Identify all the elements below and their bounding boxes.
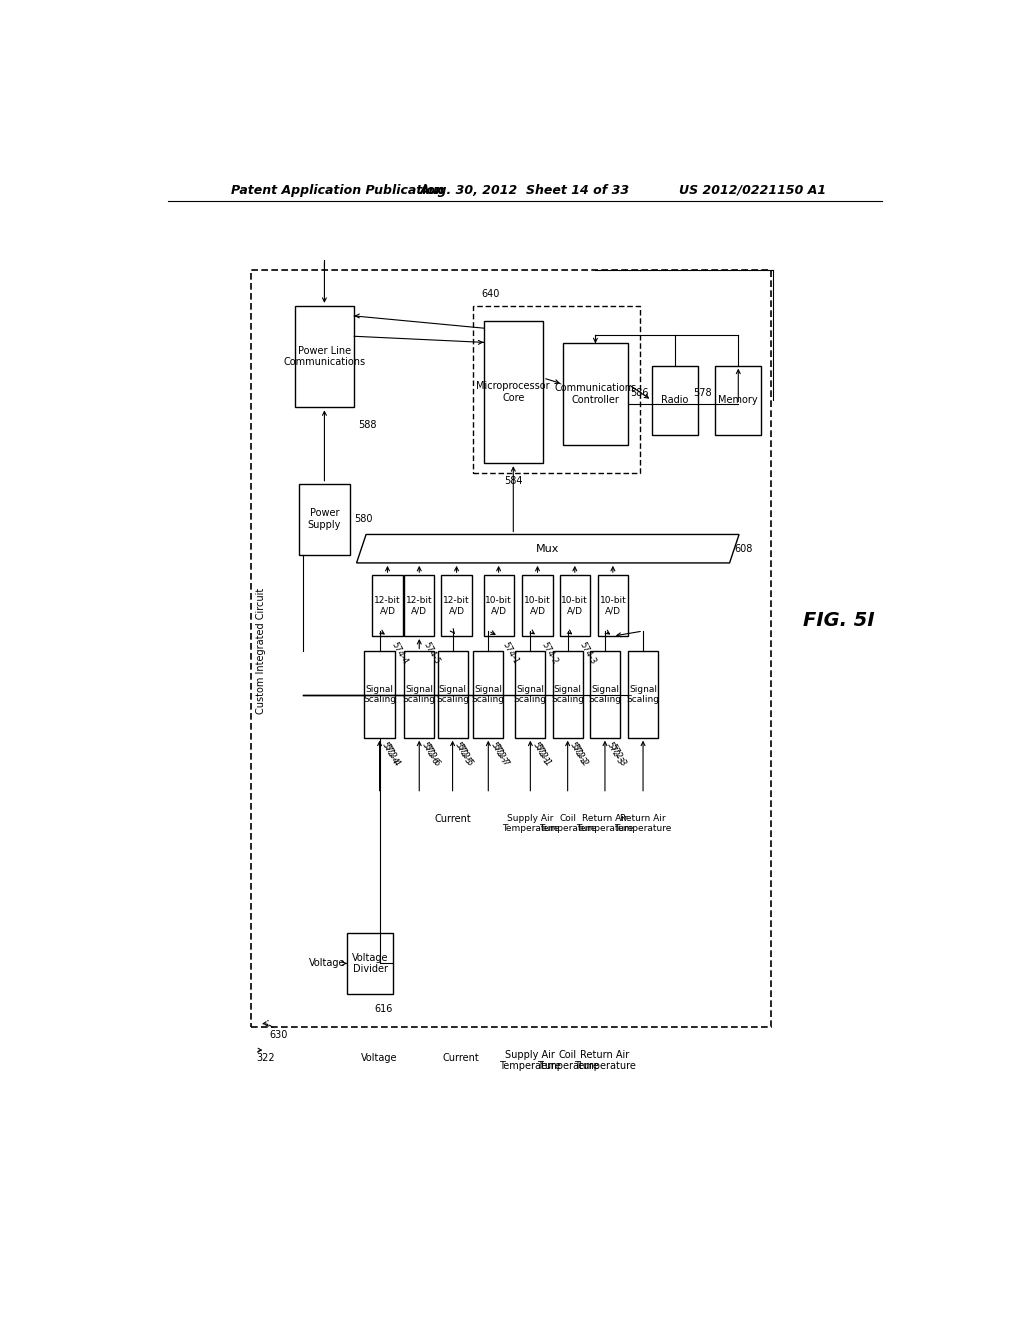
Text: 640: 640 (481, 289, 500, 298)
Text: Communications
Controller: Communications Controller (554, 383, 637, 405)
Text: 584: 584 (504, 475, 522, 486)
Text: Coil
Temperature: Coil Temperature (537, 1049, 599, 1072)
Text: 608: 608 (734, 544, 753, 553)
Text: Memory: Memory (719, 395, 758, 405)
Bar (473, 306, 640, 474)
Text: 616: 616 (374, 1005, 392, 1014)
Text: 12-bit
A/D: 12-bit A/D (406, 595, 432, 615)
Text: Radio: Radio (662, 395, 688, 405)
Text: 10-bit
A/D: 10-bit A/D (599, 595, 627, 615)
Text: 578: 578 (693, 388, 712, 399)
Text: Signal
Scaling: Signal Scaling (551, 685, 584, 705)
Text: 586: 586 (630, 388, 648, 399)
Bar (628, 651, 658, 738)
Text: 572-5: 572-5 (453, 741, 472, 766)
Text: 588: 588 (358, 420, 377, 429)
Text: Signal
Scaling: Signal Scaling (627, 685, 659, 705)
Text: 572-6: 572-6 (419, 741, 439, 767)
Text: Voltage
Divider: Voltage Divider (352, 953, 388, 974)
Text: Mux: Mux (537, 544, 559, 553)
Text: 572-5: 572-5 (455, 743, 475, 768)
Text: 12-bit
A/D: 12-bit A/D (443, 595, 470, 615)
Text: Power Line
Communications: Power Line Communications (284, 346, 366, 367)
Text: 572-4: 572-4 (382, 743, 401, 768)
Text: 572-3: 572-3 (605, 741, 625, 767)
Text: Voltage: Voltage (309, 958, 345, 969)
Text: 572-7: 572-7 (490, 743, 511, 768)
Text: 572-1: 572-1 (530, 741, 550, 766)
Text: Signal
Scaling: Signal Scaling (436, 685, 469, 705)
Text: Current: Current (434, 814, 471, 824)
Bar (483, 576, 514, 636)
Text: Signal
Scaling: Signal Scaling (472, 685, 505, 705)
Text: Return Air
Temperature: Return Air Temperature (577, 814, 634, 833)
Bar (299, 483, 350, 554)
Bar (441, 576, 472, 636)
Bar (563, 343, 628, 445)
Text: Return Air
Temperature: Return Air Temperature (574, 1049, 636, 1072)
Text: 572-2: 572-2 (567, 741, 588, 766)
Text: 12-bit
A/D: 12-bit A/D (374, 595, 400, 615)
Text: Signal
Scaling: Signal Scaling (589, 685, 622, 705)
Text: 574-1: 574-1 (501, 640, 521, 665)
Text: 572-1: 572-1 (532, 743, 553, 768)
Text: 572-3: 572-3 (607, 743, 628, 768)
Text: Return Air
Temperature: Return Air Temperature (614, 814, 672, 833)
Bar (347, 933, 393, 994)
Text: 572-2: 572-2 (570, 743, 590, 768)
Text: Custom Integrated Circuit: Custom Integrated Circuit (256, 589, 265, 714)
Text: 572-6: 572-6 (422, 743, 441, 768)
Polygon shape (356, 535, 739, 562)
Text: 572-4: 572-4 (380, 741, 399, 766)
Bar (515, 651, 546, 738)
Bar (590, 651, 620, 738)
Text: Aug. 30, 2012  Sheet 14 of 33: Aug. 30, 2012 Sheet 14 of 33 (420, 183, 630, 197)
Bar (483, 321, 543, 463)
Bar (365, 651, 394, 738)
Text: US 2012/0221150 A1: US 2012/0221150 A1 (679, 183, 826, 197)
Text: Supply Air
Temperature: Supply Air Temperature (500, 1049, 561, 1072)
Bar (553, 651, 583, 738)
Bar (473, 651, 504, 738)
Bar (522, 576, 553, 636)
Text: 572-7: 572-7 (488, 741, 508, 767)
Text: 10-bit
A/D: 10-bit A/D (561, 595, 588, 615)
Text: Coil
Temperature: Coil Temperature (539, 814, 596, 833)
Text: Current: Current (442, 1053, 479, 1063)
Bar (373, 576, 402, 636)
Bar (652, 366, 697, 434)
Bar (437, 651, 468, 738)
Text: Microprocessor
Core: Microprocessor Core (476, 381, 550, 403)
Text: Patent Application Publication: Patent Application Publication (231, 183, 444, 197)
Text: 10-bit
A/D: 10-bit A/D (485, 595, 512, 615)
Bar (715, 366, 761, 434)
Text: 630: 630 (269, 1031, 288, 1040)
Text: 574-5: 574-5 (422, 640, 441, 665)
Text: Signal
Scaling: Signal Scaling (402, 685, 436, 705)
Bar (404, 576, 434, 636)
Text: 322: 322 (257, 1053, 275, 1063)
Bar (251, 271, 771, 1027)
Bar (295, 306, 354, 408)
Text: Voltage: Voltage (361, 1053, 397, 1063)
Text: Signal
Scaling: Signal Scaling (514, 685, 547, 705)
Text: 580: 580 (354, 515, 373, 524)
Bar (598, 576, 628, 636)
Text: 574-4: 574-4 (390, 640, 410, 665)
Text: Power
Supply: Power Supply (308, 508, 341, 531)
Text: 574-3: 574-3 (578, 640, 597, 665)
Bar (560, 576, 590, 636)
Text: Signal
Scaling: Signal Scaling (364, 685, 396, 705)
Text: 574-2: 574-2 (540, 640, 560, 665)
Bar (404, 651, 434, 738)
Text: FIG. 5I: FIG. 5I (803, 611, 874, 631)
Text: 10-bit
A/D: 10-bit A/D (524, 595, 551, 615)
Text: Supply Air
Temperature: Supply Air Temperature (502, 814, 559, 833)
